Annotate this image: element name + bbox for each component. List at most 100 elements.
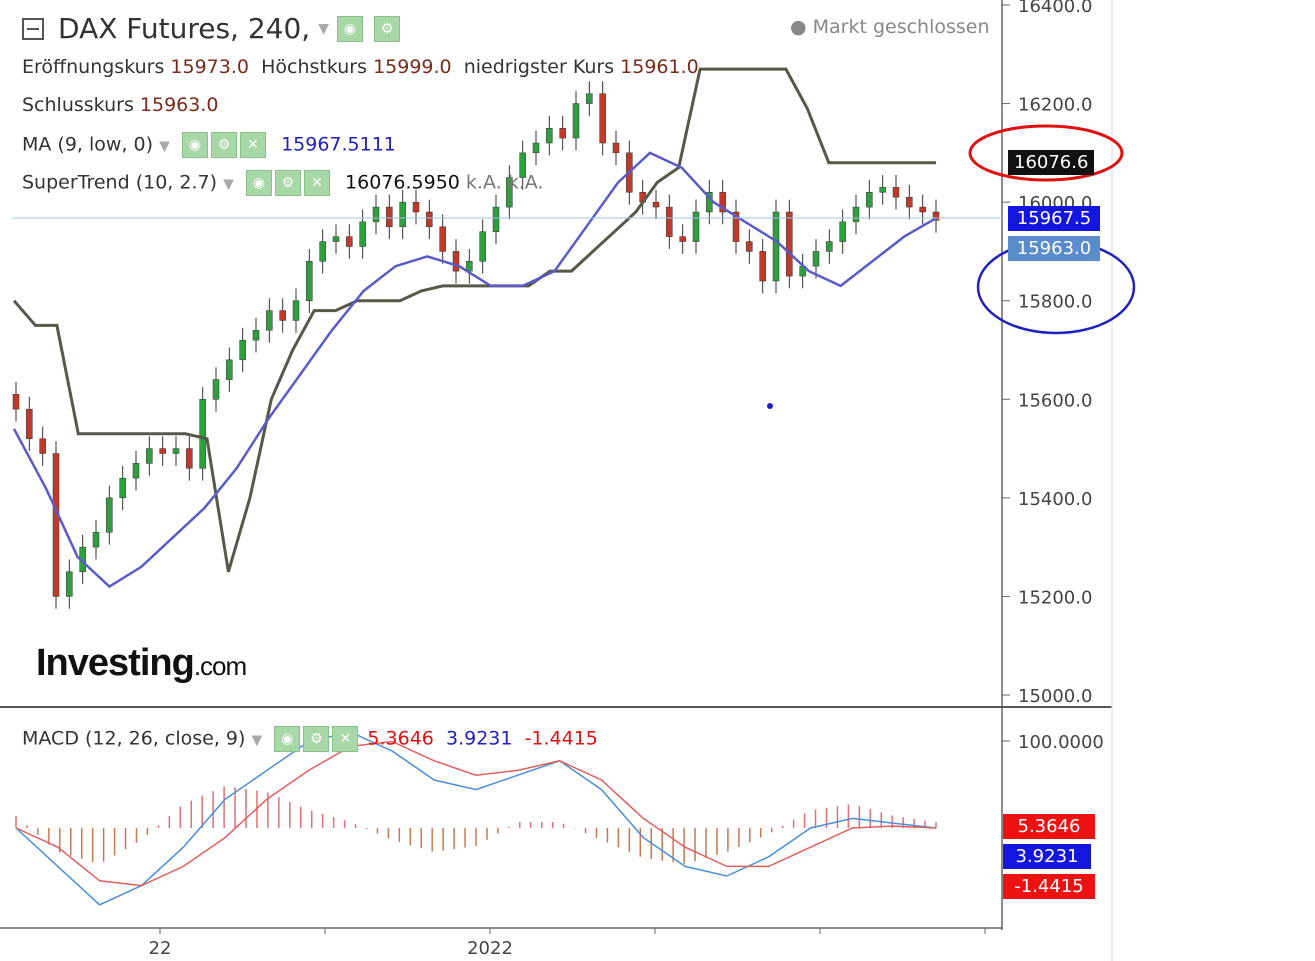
macd-signal-value: -1.4415 (524, 727, 598, 750)
candle-body (199, 399, 206, 469)
y-tick-label: 16400.0 (1018, 0, 1092, 17)
candle-body (386, 206, 393, 228)
candle-body (26, 408, 33, 439)
eye-icon[interactable]: ◉ (274, 726, 301, 752)
eye-icon[interactable]: ◉ (337, 15, 363, 42)
macd-legend: MACD (12, 26, close, 9) ▼ ◉ ⚙ ✕ 5.3646 3.9… (22, 726, 598, 752)
candle-body (66, 571, 73, 597)
y-tick-label: 15000.0 (1018, 686, 1092, 707)
candle-body (132, 463, 140, 479)
candle-body (452, 251, 460, 272)
candle-body (839, 221, 846, 242)
candle-body (39, 438, 46, 454)
price-pane (12, 67, 940, 609)
candle-body (532, 142, 540, 154)
gear-icon[interactable]: ⚙ (210, 132, 237, 158)
close-legend: Schlusskurs 15963.0 (22, 94, 218, 116)
candle-body (239, 339, 246, 361)
x-tick-label: 2022 (467, 938, 513, 959)
candle-body (826, 241, 833, 252)
high-value: 15999.0 (373, 56, 452, 78)
candle-body (52, 453, 60, 597)
ma-line (12, 151, 937, 589)
candle-body (919, 206, 926, 213)
candle-body (852, 206, 860, 223)
candle-body (426, 211, 433, 228)
market-status: ● Markt geschlossen (790, 16, 990, 38)
chevron-down-icon[interactable]: ▼ (318, 20, 329, 37)
y-tick-label: 15600.0 (1018, 390, 1092, 411)
open-value: 15973.0 (170, 56, 249, 78)
candle-body (479, 231, 486, 262)
chevron-down-icon[interactable]: ▼ (251, 732, 263, 749)
candle-body (146, 448, 153, 464)
close-icon[interactable]: ✕ (239, 132, 266, 158)
macd-pane (15, 731, 937, 906)
macd-y-tick-label: 100.0000 (1018, 732, 1104, 753)
candle-body (892, 187, 900, 198)
close-icon[interactable]: ✕ (303, 170, 330, 196)
candle-body (586, 93, 593, 104)
marker-dot (767, 403, 773, 409)
candle-body (399, 201, 406, 228)
supertrend-value: 16076.5950 (345, 171, 460, 194)
ma-legend: MA (9, low, 0) ▼ ◉ ⚙ ✕ 15967.5111 (22, 132, 396, 158)
candle-body (719, 192, 726, 213)
candle-body (932, 211, 940, 221)
candle-body (572, 103, 580, 139)
eye-icon[interactable]: ◉ (245, 170, 272, 196)
candle-body (319, 241, 326, 262)
candle-body (559, 127, 566, 139)
chevron-down-icon[interactable]: ▼ (223, 176, 234, 193)
low-label: niedrigster Kurs (463, 56, 615, 78)
macd-hist-tag: 5.3646 (1003, 814, 1095, 839)
candle-body (812, 251, 820, 267)
candle-body (506, 177, 513, 208)
candle-body (252, 330, 260, 341)
candle-body (439, 226, 446, 252)
candle-body (866, 192, 873, 208)
candle-body (612, 142, 620, 154)
candle-body (546, 127, 553, 144)
candle-body (372, 206, 380, 223)
eye-icon[interactable]: ◉ (181, 132, 208, 158)
candle-body (159, 448, 166, 454)
candle-body (666, 206, 673, 237)
candle-body (226, 359, 233, 380)
collapse-icon[interactable] (22, 17, 44, 40)
candle-body (759, 251, 766, 282)
macd-line-value: 3.9231 (445, 727, 513, 750)
close-icon[interactable]: ✕ (332, 726, 359, 752)
ohlc-legend: Eröffnungskurs 15973.0 Höchstkurs 15999.… (22, 56, 699, 78)
high-label: Höchstkurs (261, 56, 368, 78)
candle-body (466, 261, 473, 272)
supertrend-legend: SuperTrend (10, 2.7) ▼ ◉ ⚙ ✕ 16076.5950 k.… (22, 170, 543, 196)
candle-body (119, 477, 126, 499)
candle-body (906, 196, 913, 208)
macd-hist-value: 5.3646 (367, 727, 434, 750)
chevron-down-icon[interactable]: ▼ (159, 138, 170, 155)
candle-body (346, 236, 353, 247)
supertrend-extra: k.A. k.A. (465, 171, 544, 194)
annotation-ellipse-red (968, 124, 1124, 182)
candle-body (92, 532, 100, 548)
close-price-tag: 15963.0 (1008, 236, 1100, 261)
gear-icon[interactable]: ⚙ (303, 726, 330, 752)
candle-body (106, 497, 113, 533)
candle-body (292, 300, 300, 321)
signal-line (15, 740, 937, 887)
y-tick-label: 15200.0 (1018, 587, 1092, 608)
candle-body (332, 236, 340, 242)
candle-body (599, 93, 606, 144)
gear-icon[interactable]: ⚙ (274, 170, 301, 196)
y-tick-label: 16200.0 (1018, 95, 1092, 116)
macd-line (15, 731, 937, 906)
close-value: 15963.0 (139, 94, 219, 116)
candle-body (732, 211, 740, 242)
candle-body (679, 236, 686, 242)
macd-line-tag: 3.9231 (1003, 844, 1091, 869)
supertrend-price-tag: 16076.6 (1008, 150, 1095, 175)
x-tick-label: 22 (149, 938, 172, 959)
gear-icon[interactable]: ⚙ (374, 15, 400, 42)
